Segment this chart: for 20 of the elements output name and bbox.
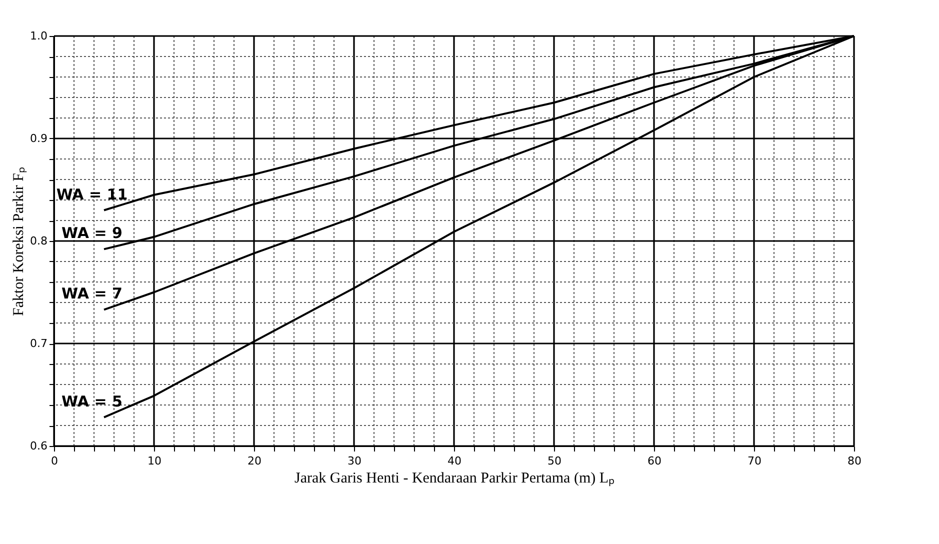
series-label: WA = 11 xyxy=(56,185,128,204)
y-tick-label: 0.8 xyxy=(30,234,48,248)
series-label: WA = 9 xyxy=(62,224,122,242)
x-tick-label: 20 xyxy=(248,454,262,468)
y-tick-label: 0.6 xyxy=(30,440,48,452)
x-tick-label: 80 xyxy=(848,454,862,468)
x-tick-label: 60 xyxy=(648,454,662,468)
series-label: WA = 5 xyxy=(62,392,122,410)
x-tick-label: 70 xyxy=(748,454,762,468)
x-tick-label: 0 xyxy=(51,454,58,468)
x-tick-label: 10 xyxy=(148,454,162,468)
y-tick-label: 0.7 xyxy=(30,337,48,350)
x-tick-label: 30 xyxy=(348,454,362,468)
x-tick-label: 50 xyxy=(548,454,562,468)
y-axis-title: Faktor Koreksi Parkir Fₚ xyxy=(11,167,28,316)
x-axis-title: Jarak Garis Henti - Kendaraan Parkir Pertama (m) Lₚ xyxy=(294,470,615,486)
y-tick-label: 0.9 xyxy=(30,132,48,145)
y-tick-label: 1.0 xyxy=(30,30,48,42)
x-tick-label: 40 xyxy=(448,454,462,468)
series-label: WA = 7 xyxy=(62,284,122,303)
